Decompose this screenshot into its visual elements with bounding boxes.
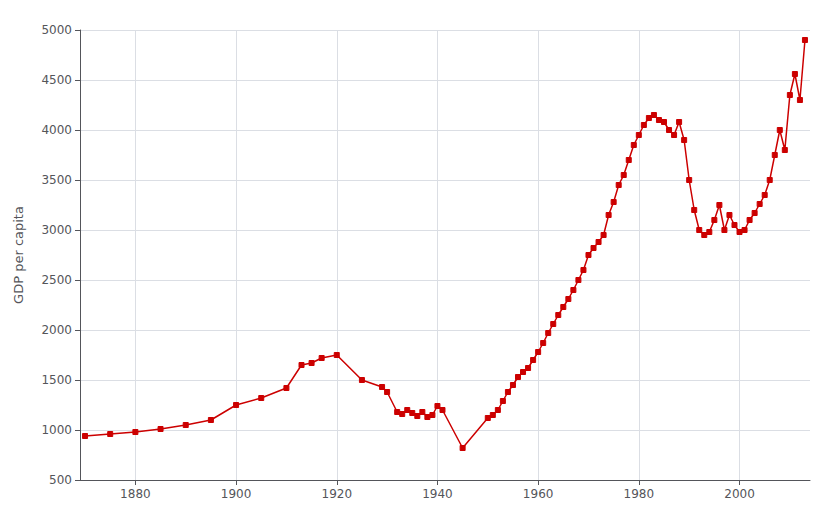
svg-text:2000: 2000: [724, 487, 755, 501]
svg-text:4500: 4500: [41, 73, 72, 87]
svg-text:1980: 1980: [624, 487, 655, 501]
svg-text:3500: 3500: [41, 173, 72, 187]
svg-text:4000: 4000: [41, 123, 72, 137]
svg-text:2500: 2500: [41, 273, 72, 287]
svg-text:1500: 1500: [41, 373, 72, 387]
svg-text:GDP per capita: GDP per capita: [11, 206, 26, 304]
svg-text:1880: 1880: [120, 487, 151, 501]
svg-text:1920: 1920: [321, 487, 352, 501]
svg-text:1960: 1960: [523, 487, 554, 501]
svg-text:1900: 1900: [221, 487, 252, 501]
svg-text:2000: 2000: [41, 323, 72, 337]
svg-text:1940: 1940: [422, 487, 453, 501]
svg-text:3000: 3000: [41, 223, 72, 237]
svg-text:1000: 1000: [41, 423, 72, 437]
svg-text:500: 500: [49, 473, 72, 487]
svg-text:5000: 5000: [41, 23, 72, 37]
